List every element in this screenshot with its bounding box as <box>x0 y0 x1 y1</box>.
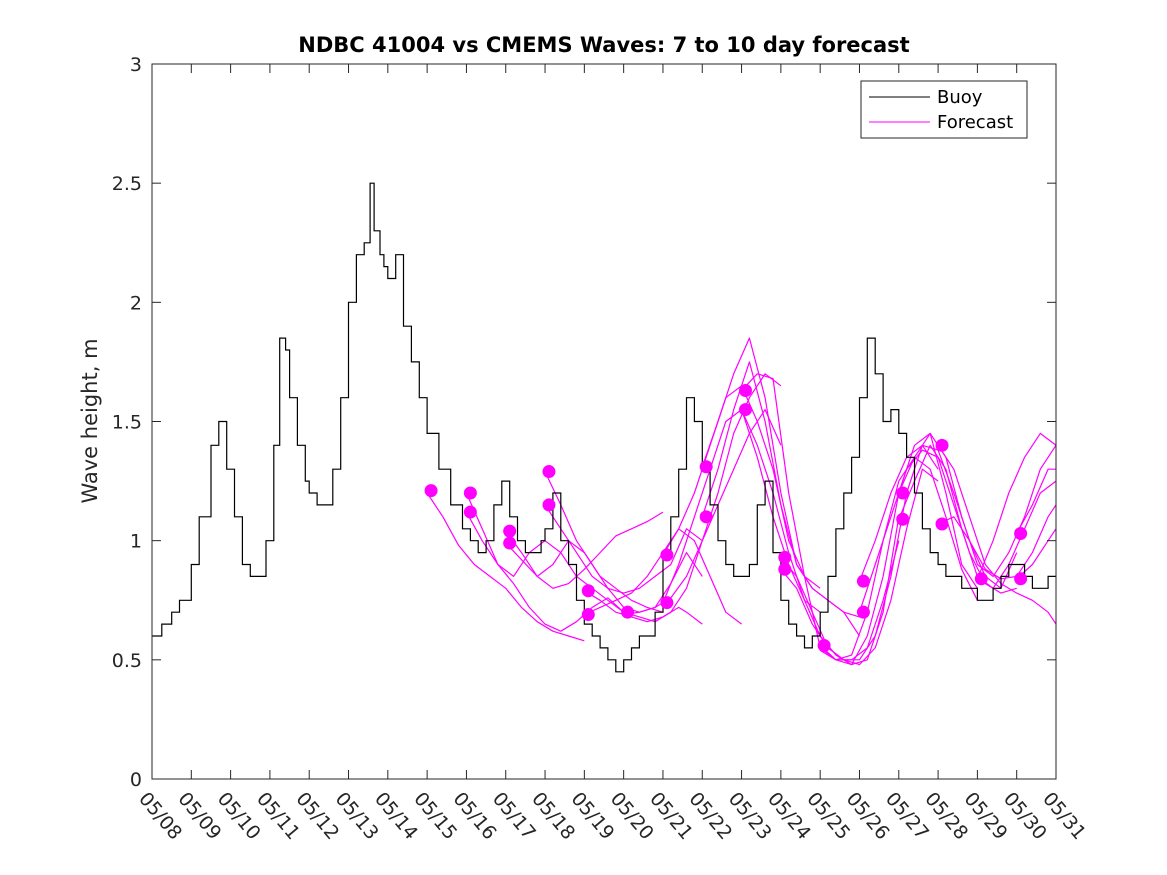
y-tick-label: 1.5 <box>112 412 142 434</box>
forecast-line <box>976 432 1056 580</box>
x-tick-label: 05/22 <box>684 788 736 844</box>
forecast-marker <box>503 536 517 550</box>
x-tick-label: 05/17 <box>488 788 540 844</box>
forecast-marker <box>1014 527 1028 541</box>
y-tick-label: 2 <box>130 292 142 314</box>
x-tick-label: 05/11 <box>252 788 304 844</box>
forecast-line <box>780 468 939 666</box>
x-tick-label: 05/27 <box>881 788 933 844</box>
legend-buoy-label: Buoy <box>937 87 983 108</box>
forecast-marker <box>463 486 477 500</box>
forecast-line <box>937 444 1056 625</box>
forecast-marker <box>699 460 713 474</box>
y-tick-label: 1 <box>130 531 142 553</box>
x-tick-label: 05/12 <box>291 788 343 844</box>
forecast-marker <box>542 498 556 512</box>
forecast-marker <box>660 596 674 610</box>
forecast-marker <box>896 512 910 526</box>
x-tick-label: 05/16 <box>449 788 501 844</box>
y-tick-label: 2.5 <box>112 173 142 195</box>
forecast-line <box>465 511 625 632</box>
forecast-line <box>858 444 1018 589</box>
x-tick-label: 05/30 <box>999 788 1051 844</box>
x-tick-label: 05/28 <box>920 788 972 844</box>
forecast-marker <box>463 505 477 519</box>
x-tick-label: 05/29 <box>960 788 1012 844</box>
forecast-line <box>780 444 939 661</box>
forecast-line <box>623 409 782 616</box>
buoy-line <box>152 182 1056 673</box>
y-tick-label: 0 <box>130 769 142 791</box>
x-tick-label: 05/19 <box>567 788 619 844</box>
y-axis-title: Wave height, m <box>78 338 102 503</box>
forecast-marker <box>778 562 792 576</box>
forecast-line <box>544 504 703 594</box>
forecast-markers <box>424 384 1028 653</box>
forecast-marker <box>581 584 595 598</box>
legend-box <box>860 80 1028 139</box>
forecast-line <box>937 504 1056 580</box>
x-tick-label: 05/20 <box>606 788 658 844</box>
forecast-line <box>819 432 978 666</box>
x-tick-label: 05/15 <box>409 788 461 844</box>
forecast-line <box>701 361 861 637</box>
forecast-marker <box>581 608 595 622</box>
y-tick-label: 0.5 <box>112 650 142 672</box>
x-tick-label: 05/26 <box>842 788 894 844</box>
forecast-marker <box>856 605 870 619</box>
forecast-marker <box>424 484 438 498</box>
legend: Buoy Forecast <box>860 80 1028 139</box>
x-tick-label: 05/08 <box>134 788 186 844</box>
forecast-line <box>583 590 703 625</box>
x-tick-label: 05/14 <box>370 788 422 844</box>
x-tick-label: 05/23 <box>724 788 776 844</box>
x-tick-label: 05/13 <box>331 788 383 844</box>
forecast-line <box>426 492 585 642</box>
x-tick-label: 05/18 <box>527 788 579 844</box>
forecast-marker <box>542 465 556 479</box>
x-tick-label: 05/31 <box>1038 788 1090 844</box>
forecast-line <box>819 456 978 661</box>
forecast-marker <box>935 517 949 531</box>
forecast-marker <box>856 574 870 588</box>
x-tick-label: 05/10 <box>213 788 265 844</box>
series-group <box>152 182 1056 673</box>
forecast-marker <box>778 550 792 564</box>
forecast-line <box>898 432 1056 578</box>
x-tick-label: 05/21 <box>645 788 697 844</box>
x-tick-label: 05/24 <box>763 788 815 844</box>
forecast-marker <box>935 438 949 452</box>
forecast-marker <box>621 605 635 619</box>
forecast-line <box>623 373 782 623</box>
x-tick-label: 05/25 <box>802 788 854 844</box>
forecast-marker <box>1014 572 1028 586</box>
forecast-line <box>1016 468 1056 534</box>
forecast-marker <box>896 486 910 500</box>
plot-frame <box>151 63 1057 780</box>
forecast-marker <box>660 548 674 562</box>
y-tick-label: 3 <box>130 54 142 76</box>
forecast-marker <box>503 524 517 538</box>
chart-title: NDBC 41004 vs CMEMS Waves: 7 to 10 day f… <box>298 33 909 57</box>
x-tick-label: 05/09 <box>173 788 225 844</box>
forecast-marker <box>974 572 988 586</box>
forecast-marker <box>738 384 752 398</box>
legend-forecast-label: Forecast <box>937 112 1013 133</box>
forecast-marker <box>699 510 713 524</box>
forecast-marker <box>817 639 831 653</box>
forecast-line <box>505 511 664 589</box>
forecast-marker <box>738 403 752 417</box>
